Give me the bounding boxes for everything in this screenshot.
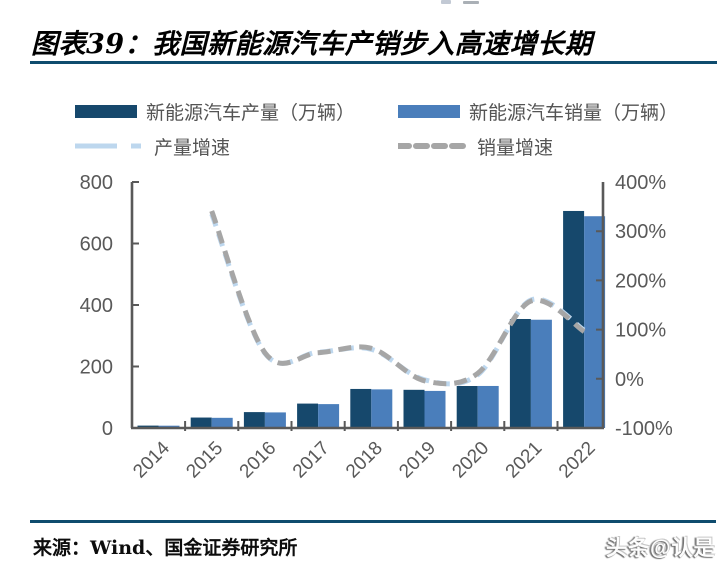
x-label-2019: 2019 xyxy=(395,438,440,483)
bar-production-2018 xyxy=(350,388,372,428)
bar-production-2014 xyxy=(137,425,159,428)
x-label-2016: 2016 xyxy=(236,438,281,483)
footer-divider xyxy=(30,520,716,523)
right-axis-label-100%: 100% xyxy=(615,320,666,342)
watermark: 头条@认是 xyxy=(606,537,716,560)
bar-production-2015 xyxy=(190,417,212,428)
legend-item-production-growth: 产量增速 xyxy=(75,135,231,159)
screen-edge-artifact xyxy=(441,0,451,4)
x-label-2021: 2021 xyxy=(502,438,547,483)
legend-swatch-production-bar xyxy=(75,104,137,118)
right-axis-label-300%: 300% xyxy=(615,221,666,243)
legend-label: 新能源汽车产量（万辆） xyxy=(146,102,356,124)
bar-sales-2021 xyxy=(530,319,552,428)
legend-label: 产量增速 xyxy=(154,137,231,159)
x-label-2014: 2014 xyxy=(129,437,174,482)
bar-sales-2014 xyxy=(158,425,180,428)
left-axis-label-400: 400 xyxy=(80,295,113,317)
bar-production-2021 xyxy=(509,318,531,428)
x-label-2020: 2020 xyxy=(448,438,493,483)
legend-item-sales-growth: 销量增速 xyxy=(398,135,554,159)
right-axis-label--100%: -100% xyxy=(615,418,673,440)
left-axis-label-200: 200 xyxy=(80,357,113,379)
left-axis-label-600: 600 xyxy=(80,234,113,256)
legend-swatch-sales-line xyxy=(398,143,468,149)
figure-title: 图表39：我国新能源汽车产销步入高速增长期 xyxy=(31,29,593,60)
x-label-2018: 2018 xyxy=(342,438,387,483)
left-axis-label-0: 0 xyxy=(102,418,113,440)
bar-sales-2018 xyxy=(371,389,393,428)
legend-item-sales-bars: 新能源汽车销量（万辆） xyxy=(398,100,679,124)
right-axis-label-400%: 400% xyxy=(615,172,666,194)
right-axis-label-200%: 200% xyxy=(615,270,666,292)
bar-sales-2016 xyxy=(264,412,286,428)
axis-frame xyxy=(130,182,605,430)
bar-sales-2020 xyxy=(477,385,499,428)
axis-ticks xyxy=(132,181,603,431)
x-label-2015: 2015 xyxy=(182,438,227,483)
bar-sales-2015 xyxy=(211,417,233,428)
bar-sales-2022 xyxy=(584,216,606,428)
legend-label: 新能源汽车销量（万辆） xyxy=(469,102,679,124)
screen-edge-artifact xyxy=(463,1,479,4)
bar-production-2022 xyxy=(563,210,585,428)
x-label-2017: 2017 xyxy=(289,438,334,483)
legend-swatch-sales-bar xyxy=(398,104,460,118)
title-underline xyxy=(30,61,717,64)
x-label-2022: 2022 xyxy=(555,438,600,483)
right-axis-label-0%: 0% xyxy=(615,369,644,391)
bar-sales-2019 xyxy=(424,390,446,428)
growth-line-sales xyxy=(209,210,586,387)
left-axis-label-800: 800 xyxy=(80,172,113,194)
legend-label: 销量增速 xyxy=(477,137,554,159)
legend-item-production-bars: 新能源汽车产量（万辆） xyxy=(75,100,356,124)
bar-sales-2017 xyxy=(318,404,340,428)
bar-production-2020 xyxy=(456,385,478,428)
bar-production-2016 xyxy=(243,412,265,428)
legend-swatch-production-line xyxy=(75,143,145,149)
bar-production-2019 xyxy=(403,389,425,428)
source-note: 来源：Wind、国金证券研究所 xyxy=(33,537,298,559)
bar-production-2017 xyxy=(297,403,319,428)
growth-line-production xyxy=(209,213,586,387)
